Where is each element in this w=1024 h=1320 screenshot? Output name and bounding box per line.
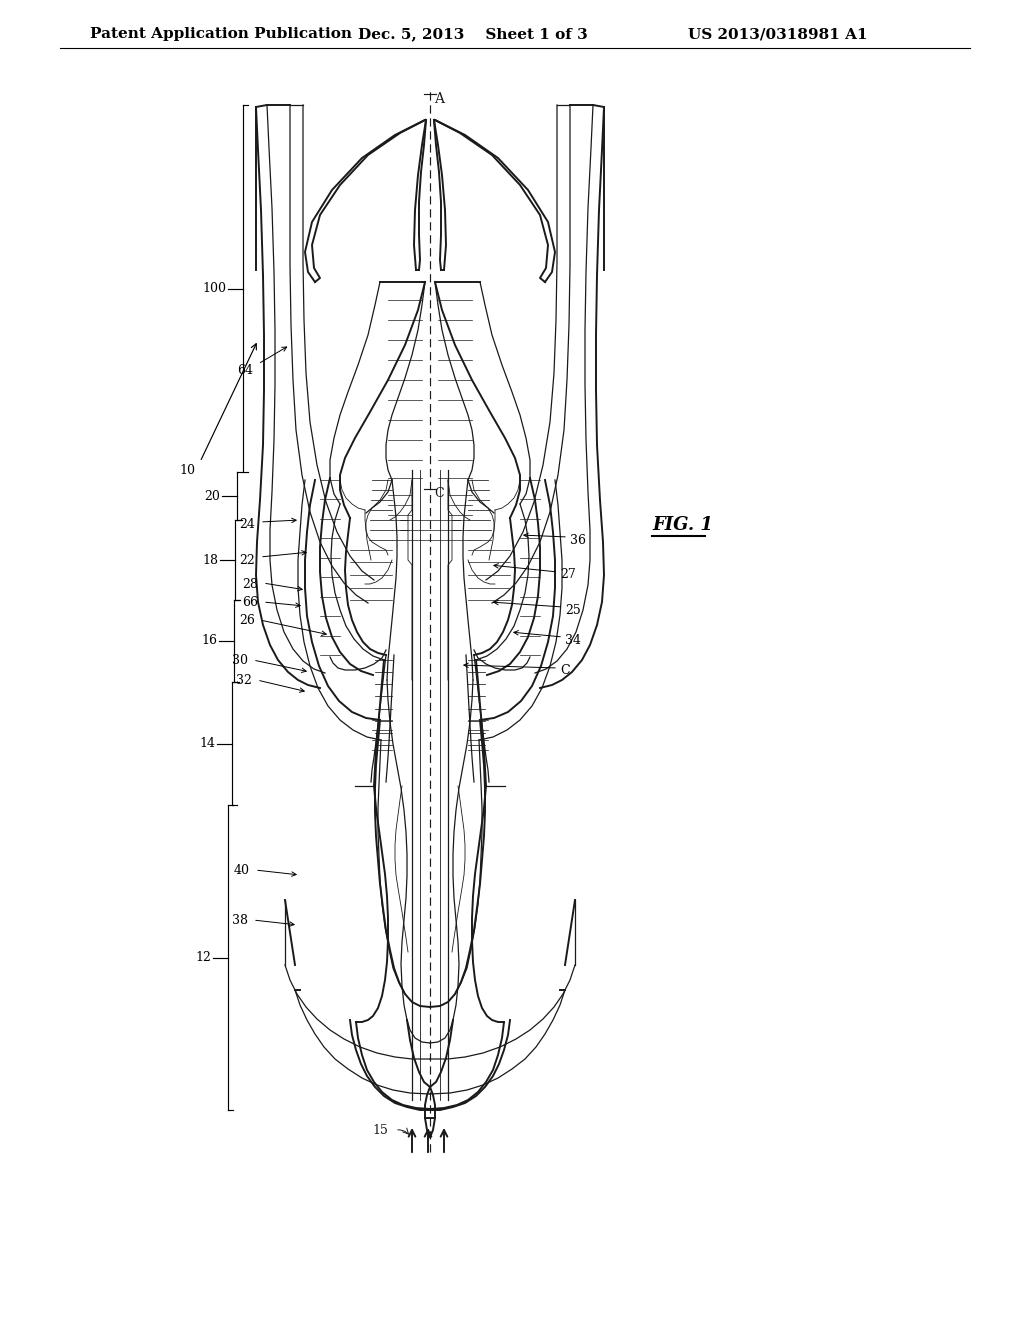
Text: 100: 100	[202, 282, 226, 296]
Text: 30: 30	[232, 653, 248, 667]
Text: 18: 18	[202, 553, 218, 566]
Text: 32: 32	[237, 673, 252, 686]
Text: US 2013/0318981 A1: US 2013/0318981 A1	[688, 26, 867, 41]
Text: 36: 36	[570, 533, 586, 546]
Text: C: C	[434, 487, 443, 500]
Text: 28: 28	[242, 578, 258, 591]
Text: 64: 64	[237, 363, 253, 376]
Text: 27: 27	[560, 569, 575, 582]
Text: 38: 38	[232, 913, 248, 927]
Text: 22: 22	[240, 553, 255, 566]
Text: 14: 14	[199, 737, 215, 750]
Text: 15: 15	[372, 1123, 388, 1137]
Text: 26: 26	[240, 614, 255, 627]
Text: FIG. 1: FIG. 1	[652, 516, 713, 535]
Text: 20: 20	[204, 490, 220, 503]
Text: 24: 24	[240, 519, 255, 532]
Text: A: A	[434, 92, 444, 106]
Text: Dec. 5, 2013    Sheet 1 of 3: Dec. 5, 2013 Sheet 1 of 3	[358, 26, 588, 41]
Text: 40: 40	[234, 863, 250, 876]
Text: C: C	[560, 664, 569, 676]
Text: 10: 10	[179, 463, 195, 477]
Text: Patent Application Publication: Patent Application Publication	[90, 26, 352, 41]
Text: 66: 66	[242, 595, 258, 609]
Text: 12: 12	[196, 950, 211, 964]
Text: 25: 25	[565, 603, 581, 616]
Text: 16: 16	[201, 635, 217, 648]
Text: 34: 34	[565, 634, 581, 647]
